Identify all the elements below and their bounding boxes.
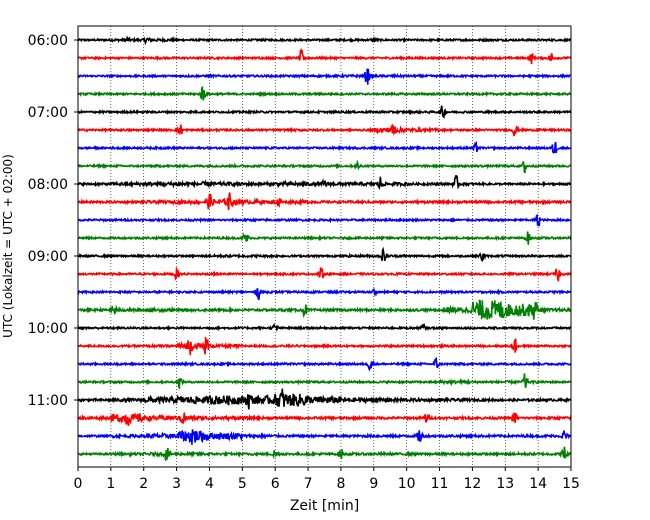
trace-0845 [77,231,572,245]
trace-1115 [77,411,572,427]
x-tick-label: 13 [496,476,514,492]
trace-1045 [77,373,572,391]
plot-frame [77,25,572,468]
x-tick-label: 15 [562,476,580,492]
x-tick-label: 14 [529,476,547,492]
x-tick-label: 2 [139,476,148,492]
x-axis-ticks: 0 1 2 3 4 5 6 7 8 9 10 11 12 13 14 15 [74,467,580,492]
trace-1130 [77,429,572,445]
y-tick-label: 07:00 [28,105,68,121]
x-tick-label: 1 [106,476,115,492]
trace-1000 [77,322,572,332]
trace-0815 [77,192,572,211]
x-tick-label: 12 [463,476,481,492]
x-tick-label: 9 [369,476,378,492]
trace-0615 [77,47,572,65]
trace-0730 [77,140,572,154]
x-tick-label: 8 [336,476,345,492]
y-axis-label: UTC (Lokalzeit = UTC + 02:00) [1,154,15,338]
x-tick-label: 6 [271,476,280,492]
trace-0745 [77,159,572,174]
x-tick-label: 11 [431,476,449,492]
y-tick-label: 06:00 [28,33,68,49]
trace-0630 [77,68,572,85]
trace-0830 [77,213,572,227]
trace-1100 [77,388,572,410]
y-tick-label: 11:00 [28,393,68,409]
x-tick-label: 10 [398,476,416,492]
trace-0915 [77,267,572,282]
x-tick-label: 3 [172,476,181,492]
trace-0600 [77,35,572,46]
x-tick-label: 7 [304,476,313,492]
y-tick-label: 09:00 [28,249,68,265]
trace-1015 [77,337,572,356]
x-tick-label: 0 [74,476,83,492]
seismic-traces [77,35,572,461]
trace-0945 [77,299,572,320]
trace-0645 [77,85,572,101]
trace-0930 [77,287,572,301]
trace-0715 [77,123,572,137]
y-tick-label: 10:00 [28,321,68,337]
x-axis-label: Zeit [min] [290,498,359,514]
trace-1030 [77,356,572,372]
y-tick-label: 08:00 [28,177,68,193]
y-axis-ticks: 06:00 07:00 08:00 09:00 10:00 11:00 [28,33,78,409]
trace-1145 [77,446,572,461]
trace-0700 [77,105,572,119]
trace-0900 [77,246,572,262]
x-tick-label: 5 [238,476,247,492]
trace-0800 [77,175,572,191]
x-tick-label: 4 [205,476,214,492]
